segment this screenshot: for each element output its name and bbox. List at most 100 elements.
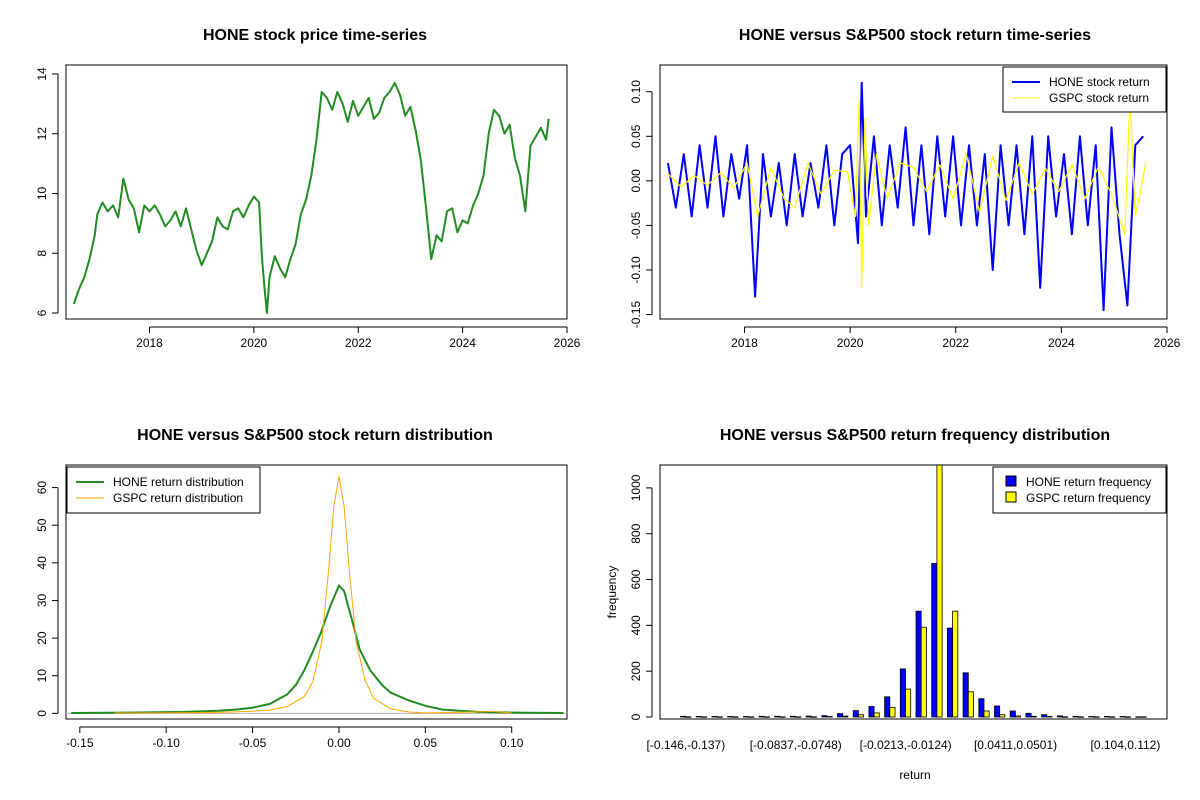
bar-gspc xyxy=(795,716,802,718)
chart-title: HONE versus S&P500 stock return distribu… xyxy=(137,427,493,444)
series-layer xyxy=(680,464,1147,718)
legend-label-hone: HONE stock return xyxy=(1049,75,1150,89)
bar-gspc xyxy=(999,714,1006,718)
bar-gspc xyxy=(1077,716,1084,718)
bar-gspc xyxy=(748,716,755,718)
bar-gspc xyxy=(1109,716,1116,718)
bar-gspc xyxy=(936,464,943,718)
legend-swatch-hone xyxy=(1005,475,1017,487)
bar-hone xyxy=(1025,712,1032,718)
y-tick-label: 50 xyxy=(35,518,49,532)
y-axis: 6 8 10 12 14 xyxy=(35,67,59,316)
bar-hone xyxy=(1088,716,1095,718)
legend-label-gspc: GSPC return distribution xyxy=(113,491,243,505)
bar-hone xyxy=(1056,715,1063,718)
bar-hone xyxy=(994,705,1001,718)
series-line-0 xyxy=(72,81,550,314)
chart-title: HONE stock price time-series xyxy=(203,27,427,44)
legend-label-hone: HONE return frequency xyxy=(1026,475,1151,489)
legend-box xyxy=(992,466,1167,514)
x-tick-label: 0.10 xyxy=(500,736,524,750)
legend: HONE return distribution GSPC return dis… xyxy=(66,466,261,514)
y-tick-label: 20 xyxy=(35,631,49,645)
series-line-0 xyxy=(71,584,564,714)
panel-return-frequency: HONE versus S&P500 return frequency dist… xyxy=(605,427,1168,782)
y-tick-label: 1000 xyxy=(629,474,643,501)
x-tick-label: 0.05 xyxy=(414,736,438,750)
bar-hone xyxy=(915,610,922,718)
bar-hone xyxy=(1119,716,1126,718)
series-layer xyxy=(71,475,564,714)
bar-gspc xyxy=(826,716,833,718)
plot-frame xyxy=(65,64,568,320)
x-axis: -0.15 -0.10 -0.05 0.00 0.05 0.10 xyxy=(66,726,524,750)
bar-gspc xyxy=(1046,716,1053,718)
panel-return-time-series: HONE versus S&P500 stock return time-ser… xyxy=(629,27,1181,350)
legend-label-gspc: GSPC return frequency xyxy=(1026,491,1151,505)
x-axis: [-0.146,-0.137) [-0.0837,-0.0748) [-0.0213… xyxy=(646,738,1160,752)
bar-hone xyxy=(899,668,906,718)
x-tick-label: 2024 xyxy=(1048,336,1075,350)
y-tick-label: 30 xyxy=(35,593,49,607)
y-axis: -0.15 -0.10 -0.05 0.00 0.05 0.10 xyxy=(629,80,653,329)
bar-hone xyxy=(837,713,844,718)
x-tick-label: 2018 xyxy=(136,336,163,350)
legend-label-hone: HONE return distribution xyxy=(113,475,244,489)
bar-hone xyxy=(868,706,875,718)
legend-box xyxy=(66,466,261,514)
panel-return-distribution: HONE versus S&P500 stock return distribu… xyxy=(35,427,568,750)
bar-hone xyxy=(1072,715,1079,718)
x-tick-label: [0.0411,0.0501) xyxy=(974,738,1057,752)
bar-gspc xyxy=(889,707,896,718)
bar-hone xyxy=(695,716,702,718)
plot-frame xyxy=(65,464,568,720)
y-tick-label: 12 xyxy=(35,127,49,141)
bar-gspc xyxy=(701,716,708,718)
bar-gspc xyxy=(920,626,927,718)
y-tick-label: 14 xyxy=(35,67,49,81)
bar-gspc xyxy=(1015,715,1022,718)
y-tick-label: 60 xyxy=(35,481,49,495)
legend-swatch-gspc xyxy=(1005,491,1017,503)
y-tick-label: 200 xyxy=(629,661,643,681)
bar-gspc xyxy=(967,691,974,718)
series-layer xyxy=(72,81,550,314)
x-tick-label: -0.10 xyxy=(153,736,181,750)
bar-gspc xyxy=(1030,715,1037,718)
bar-hone xyxy=(931,563,938,718)
x-tick-label: 2026 xyxy=(554,336,581,350)
bar-hone xyxy=(758,715,765,718)
plot-frame xyxy=(659,64,1168,320)
y-tick-label: -0.05 xyxy=(629,211,643,239)
bar-hone xyxy=(711,716,718,718)
y-tick-label: -0.10 xyxy=(629,256,643,284)
bar-gspc xyxy=(716,716,723,718)
chart-title: HONE versus S&P500 return frequency dist… xyxy=(720,427,1110,444)
bar-gspc xyxy=(905,688,912,718)
bar-gspc xyxy=(842,715,849,718)
bar-hone xyxy=(852,710,859,718)
x-tick-label: 0.00 xyxy=(327,736,351,750)
x-tick-label: -0.05 xyxy=(239,736,267,750)
x-tick-label: [-0.146,-0.137) xyxy=(646,738,725,752)
x-tick-label: 2018 xyxy=(731,336,758,350)
y-tick-label: 600 xyxy=(629,569,643,589)
series-line-1 xyxy=(667,95,1147,289)
bar-gspc xyxy=(1140,716,1147,718)
bar-hone xyxy=(1104,716,1111,718)
bar-hone xyxy=(1009,710,1016,718)
y-tick-label: 10 xyxy=(35,669,49,683)
y-axis: 0 200 400 600 800 1000 xyxy=(629,474,653,720)
x-tick-label: 2022 xyxy=(942,336,969,350)
y-tick-label: 400 xyxy=(629,615,643,635)
plot-frame xyxy=(659,464,1168,720)
bar-hone xyxy=(680,715,687,718)
y-axis-label: frequency xyxy=(605,566,619,619)
y-tick-label: -0.15 xyxy=(629,301,643,329)
chart-title: HONE versus S&P500 stock return time-ser… xyxy=(739,27,1091,44)
bar-hone xyxy=(978,698,985,718)
legend: HONE stock return GSPC stock return xyxy=(1002,66,1167,113)
y-tick-label: 0.05 xyxy=(629,124,643,148)
series-line-1 xyxy=(114,475,512,714)
series-layer xyxy=(666,81,1147,312)
